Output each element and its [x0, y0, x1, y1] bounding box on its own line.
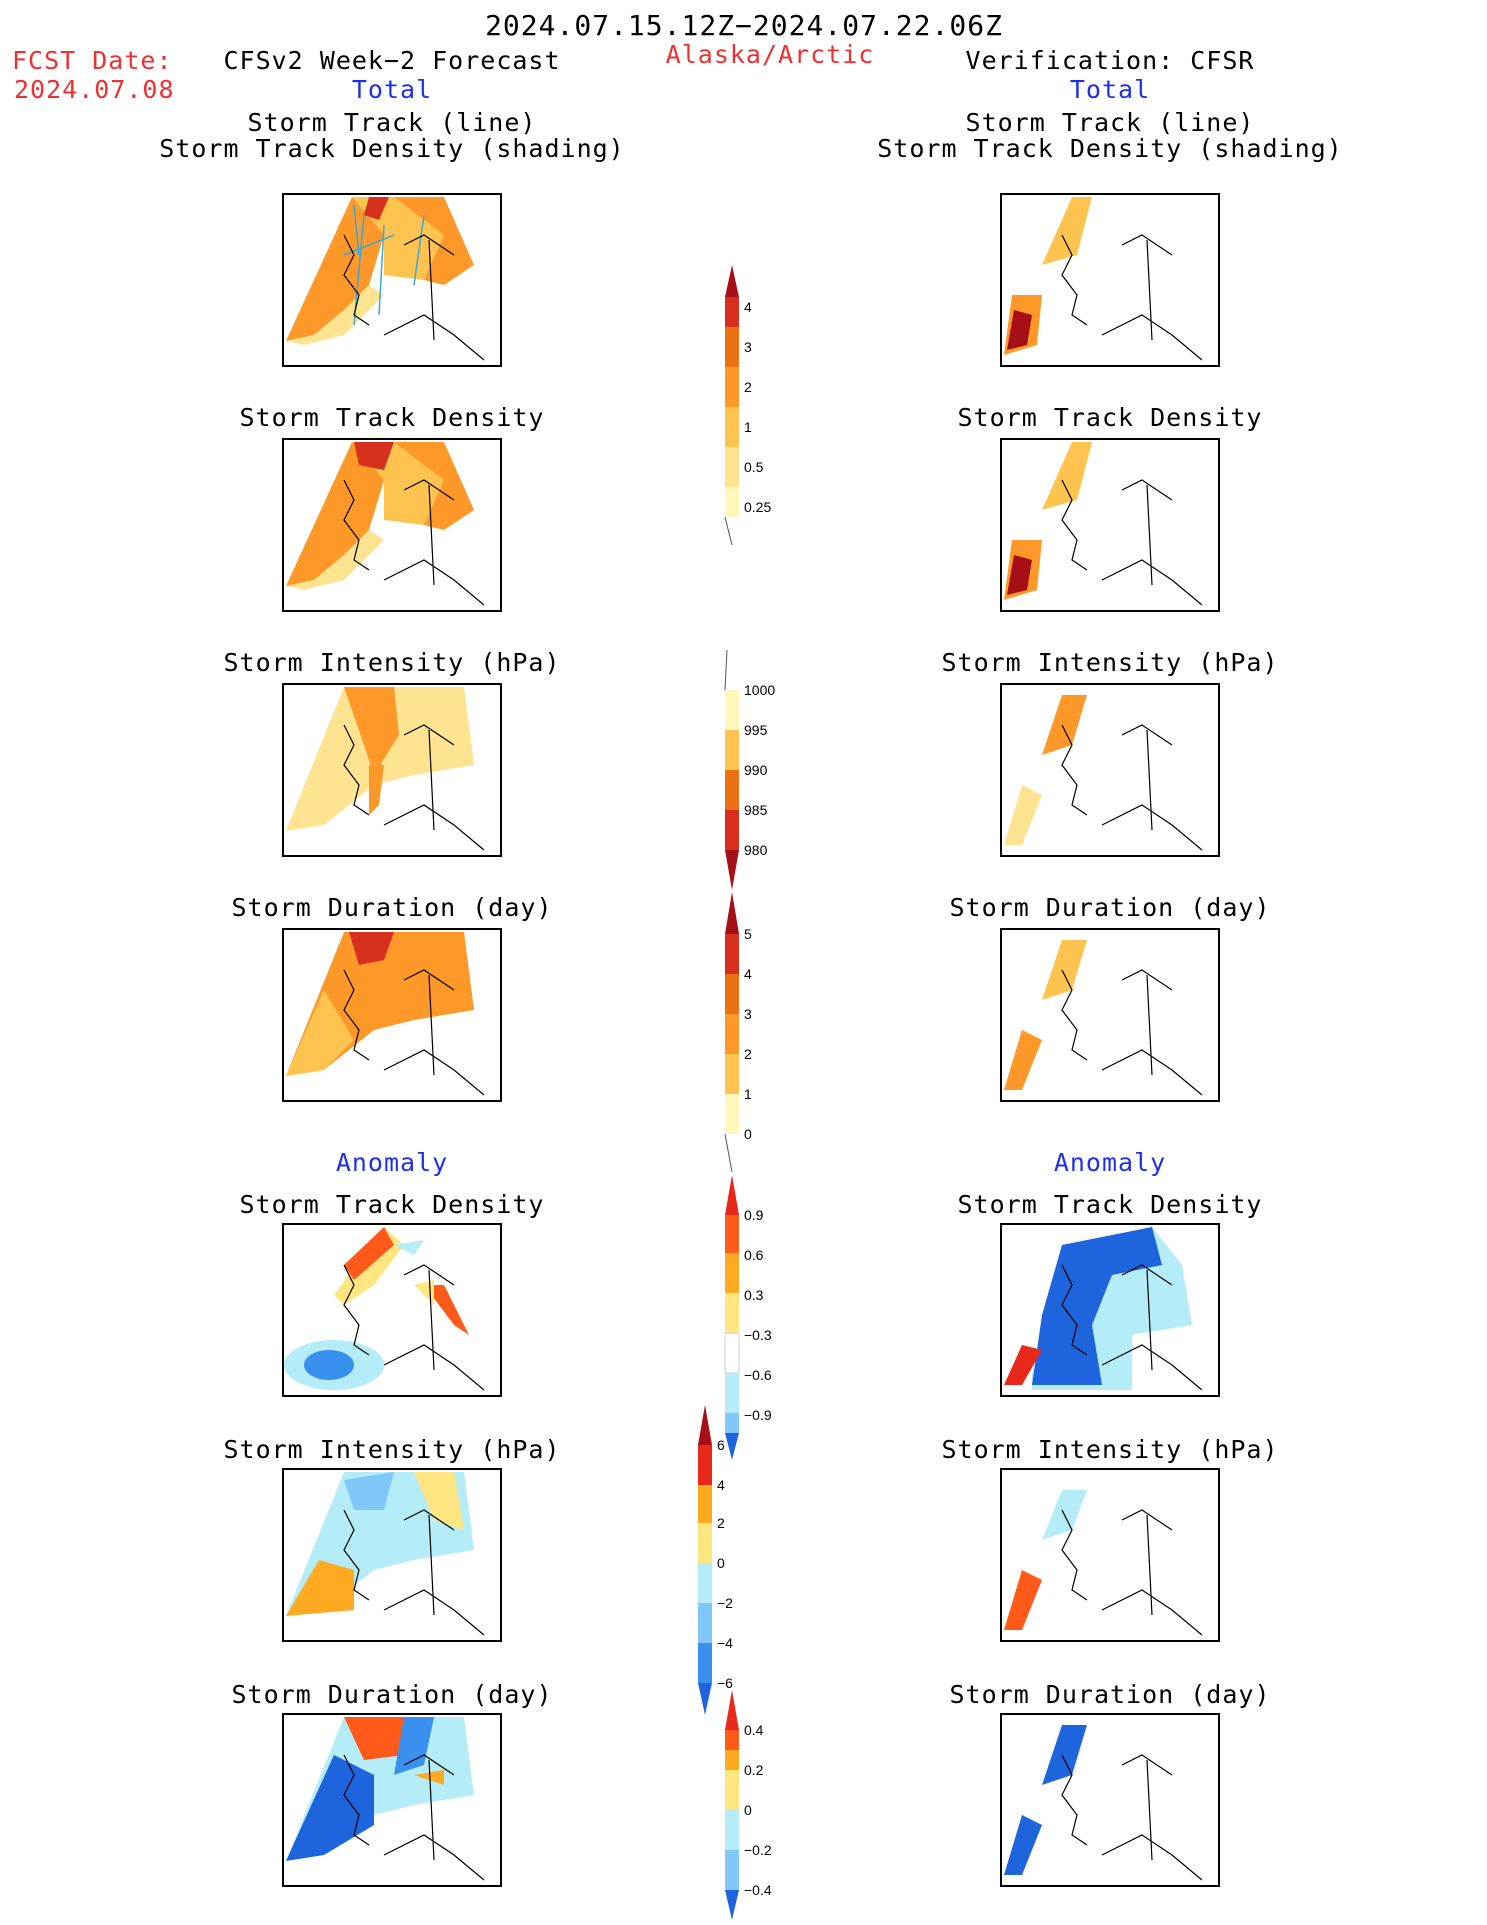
- colorbar-intensity-total-label: 980: [744, 842, 768, 858]
- map-verif-anom-intensity: [1000, 1468, 1220, 1642]
- right-track-line-title: Storm Track (line): [965, 108, 1255, 137]
- colorbar-duration-total-label: 1: [744, 1086, 752, 1102]
- total-label-left: Total: [351, 75, 433, 104]
- colorbar-density-total-label: 0.25: [744, 499, 772, 515]
- map-fcst-duration: [282, 928, 502, 1102]
- right-density-title: Storm Track Density: [957, 403, 1263, 432]
- colorbar-density-anomaly-label: −0.6: [744, 1367, 772, 1383]
- left-density-title: Storm Track Density: [239, 403, 545, 432]
- left-anomaly-label: Anomaly: [335, 1148, 449, 1177]
- colorbar-density-anomaly-label: −0.9: [744, 1407, 772, 1423]
- colorbar-duration-anomaly-label: 0.2: [744, 1762, 764, 1778]
- colorbar-intensity-anomaly-label: −2: [717, 1595, 733, 1611]
- map-fcst-anom-intensity: [282, 1468, 502, 1642]
- map-verif-anom-duration: [1000, 1713, 1220, 1887]
- colorbar-duration-anomaly-label: −0.4: [744, 1882, 772, 1898]
- map-verif-anom-density: [1000, 1223, 1220, 1397]
- colorbar-intensity-anomaly-label: −4: [717, 1635, 733, 1651]
- map-fcst-track-density-line: [282, 193, 502, 367]
- colorbar-duration-anomaly: 0.4 0.2 0 −0.2 −0.4: [722, 1690, 802, 1920]
- map-fcst-intensity: [282, 683, 502, 857]
- colorbar-intensity-anomaly-label: 2: [717, 1515, 725, 1531]
- left-anom-intensity-title: Storm Intensity (hPa): [223, 1435, 561, 1464]
- colorbar-density-total-label: 2: [744, 379, 752, 395]
- forecast-title: CFSv2 Week−2 Forecast: [223, 46, 561, 75]
- left-intensity-title: Storm Intensity (hPa): [223, 648, 561, 677]
- colorbar-density-anomaly: 0.9 0.6 0.3 −0.3 −0.6 −0.9: [722, 1175, 802, 1460]
- colorbar-intensity-anomaly-label: −6: [717, 1675, 733, 1691]
- right-anom-density-title: Storm Track Density: [957, 1190, 1263, 1219]
- period-title: 2024.07.15.12Z−2024.07.22.06Z: [485, 9, 1003, 42]
- colorbar-duration-anomaly-label: 0: [744, 1802, 752, 1818]
- left-anom-duration-title: Storm Duration (day): [231, 1680, 553, 1709]
- map-fcst-anom-duration: [282, 1713, 502, 1887]
- colorbar-density-total-label: 3: [744, 339, 752, 355]
- right-duration-title: Storm Duration (day): [949, 893, 1271, 922]
- colorbar-duration-total-label: 0: [744, 1126, 752, 1142]
- colorbar-intensity-total-label: 985: [744, 802, 768, 818]
- map-fcst-anom-density: [282, 1223, 502, 1397]
- colorbar-intensity-total-label: 1000: [744, 682, 776, 698]
- colorbar-intensity-anomaly-label: 6: [717, 1437, 725, 1453]
- colorbar-intensity-total-label: 995: [744, 722, 768, 738]
- right-anomaly-label: Anomaly: [1053, 1148, 1167, 1177]
- colorbar-duration-total: 5 4 3 2 1 0: [722, 892, 802, 1173]
- left-track-line-title: Storm Track (line): [247, 108, 537, 137]
- colorbar-intensity-anomaly: 6 4 2 0 −2 −4 −6: [695, 1405, 775, 1715]
- right-intensity-title: Storm Intensity (hPa): [941, 648, 1279, 677]
- colorbar-density-anomaly-label: −0.3: [744, 1327, 772, 1343]
- colorbar-duration-total-label: 4: [744, 966, 752, 982]
- map-verif-intensity: [1000, 683, 1220, 857]
- right-track-shading-title: Storm Track Density (shading): [877, 134, 1343, 163]
- fcst-date-value: 2024.07.08: [14, 75, 175, 104]
- colorbar-intensity-anomaly-label: 0: [717, 1555, 725, 1571]
- colorbar-duration-total-label: 3: [744, 1006, 752, 1022]
- region-title: Alaska/Arctic: [665, 40, 875, 69]
- colorbar-duration-anomaly-label: 0.4: [744, 1722, 764, 1738]
- right-anom-intensity-title: Storm Intensity (hPa): [941, 1435, 1279, 1464]
- map-fcst-density: [282, 438, 502, 612]
- left-anom-density-title: Storm Track Density: [239, 1190, 545, 1219]
- colorbar-intensity-anomaly-label: 4: [717, 1477, 725, 1493]
- colorbar-duration-anomaly-label: −0.2: [744, 1842, 772, 1858]
- map-verif-duration: [1000, 928, 1220, 1102]
- colorbar-density-anomaly-label: 0.9: [744, 1207, 764, 1223]
- left-duration-title: Storm Duration (day): [231, 893, 553, 922]
- colorbar-density-total-label: 0.5: [744, 459, 764, 475]
- colorbar-density-total-label: 1: [744, 419, 752, 435]
- colorbar-density-total-label: 4: [744, 299, 752, 315]
- total-label-right: Total: [1069, 75, 1151, 104]
- map-verif-track-density-line: [1000, 193, 1220, 367]
- fcst-date-label: FCST Date:: [12, 46, 173, 75]
- colorbar-intensity-total-label: 990: [744, 762, 768, 778]
- colorbar-density-anomaly-label: 0.6: [744, 1247, 764, 1263]
- colorbar-intensity-total: 1000 995 990 985 980: [722, 649, 802, 890]
- colorbar-density-total: 4 3 2 1 0.5 0.25: [722, 265, 802, 546]
- colorbar-density-anomaly-label: 0.3: [744, 1287, 764, 1303]
- colorbar-duration-total-label: 2: [744, 1046, 752, 1062]
- right-anom-duration-title: Storm Duration (day): [949, 1680, 1271, 1709]
- left-track-shading-title: Storm Track Density (shading): [159, 134, 625, 163]
- colorbar-duration-total-label: 5: [744, 926, 752, 942]
- verification-title: Verification: CFSR: [965, 46, 1255, 75]
- map-verif-density: [1000, 438, 1220, 612]
